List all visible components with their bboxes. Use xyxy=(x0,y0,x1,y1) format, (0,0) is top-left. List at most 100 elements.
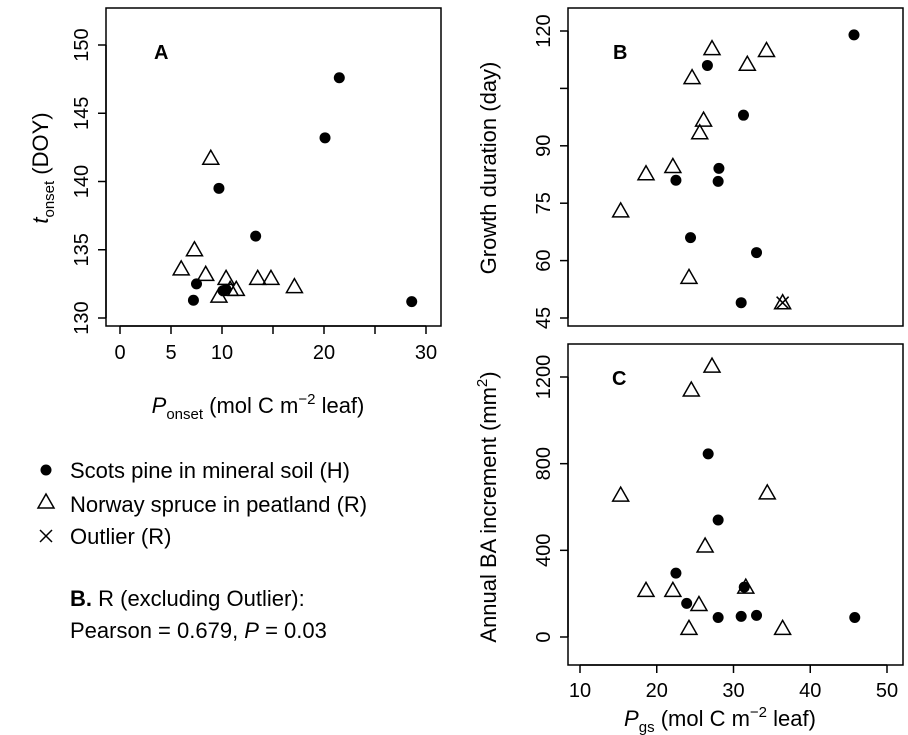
panel-a-point-open-triangle-3 xyxy=(201,148,221,166)
legend-symbol-open-triangle xyxy=(36,492,56,509)
panel-c-point-filled-circle-3 xyxy=(712,514,724,526)
panel-c-point-open-triangle-9 xyxy=(757,483,777,500)
panel-b-point-filled-circle-0 xyxy=(670,174,682,186)
panel-a-y-tick-label: 150 xyxy=(71,28,93,61)
panel-a-point-open-triangle-9 xyxy=(261,268,281,286)
panel-b-plot-area xyxy=(611,29,860,310)
panel-b-point-open-triangle-6 xyxy=(694,110,713,127)
panel-c-y-tick-label: 800 xyxy=(533,447,555,480)
panel-a-x-tick-label: 20 xyxy=(313,342,335,364)
panel-a-point-open-triangle-1 xyxy=(185,240,204,257)
panel-c-point-filled-circle-5 xyxy=(735,610,747,622)
panel-c-point-filled-circle-4 xyxy=(712,612,724,623)
panel-b-point-filled-circle-3 xyxy=(712,175,724,187)
panel-c-x-tick-label: 10 xyxy=(569,680,591,702)
panel-a-point-open-triangle-10 xyxy=(285,277,304,294)
panel-b-point-open-triangle-1 xyxy=(636,164,656,181)
panel-b-point-open-triangle-0 xyxy=(611,201,630,218)
panel-c-point-open-triangle-2 xyxy=(663,580,683,598)
panel-c-y-tick-label: 1200 xyxy=(533,355,555,400)
panel-a-point-open-triangle-8 xyxy=(248,268,267,286)
panel-c-point-open-triangle-10 xyxy=(773,618,792,636)
panel-a-point-filled-circle-7 xyxy=(333,72,345,84)
legend-symbol-filled-circle xyxy=(40,464,52,476)
panel-b-point-open-triangle-3 xyxy=(679,267,699,285)
panel-c-x-tick-label: 20 xyxy=(646,680,668,702)
panel-c-point-open-triangle-8 xyxy=(736,577,756,594)
panel-b-y-axis-title: Growth duration (day) xyxy=(476,62,501,275)
panel-a-point-open-triangle-0 xyxy=(171,259,191,276)
legend-label-scots-pine: Scots pine in mineral soil (H) xyxy=(70,458,350,483)
panel-c-point-filled-circle-2 xyxy=(702,448,714,460)
panel-a-point-filled-circle-1 xyxy=(191,278,202,290)
panel-a-point-filled-circle-8 xyxy=(406,296,418,308)
panel-c-point-open-triangle-1 xyxy=(636,580,656,598)
statistics-note: B. R (excluding Outlier): Pearson = 0.67… xyxy=(70,586,327,643)
panel-b-point-open-triangle-5 xyxy=(690,123,710,140)
panel-a-x-tick-label: 5 xyxy=(165,342,176,364)
panel-a-x-axis-title: Ponset (mol C m−2 leaf) xyxy=(152,391,365,423)
panel-a-y-tick-label: 135 xyxy=(71,233,93,266)
panel-b-point-open-triangle-4 xyxy=(682,68,702,85)
panel-a-point-filled-circle-5 xyxy=(250,230,262,242)
panel-a-point-open-triangle-7 xyxy=(226,279,246,297)
panel-a-x-tick-label: 30 xyxy=(415,342,437,364)
note-line-2: Pearson = 0.679, P = 0.03 xyxy=(70,618,327,643)
panel-b-y-tick-label: 45 xyxy=(533,307,555,329)
legend-label-norway-spruce: Norway spruce in peatland (R) xyxy=(70,492,367,517)
panel-b-point-filled-circle-8 xyxy=(848,29,860,41)
panel-b-point-filled-circle-6 xyxy=(737,109,749,121)
panel-b-point-open-triangle-8 xyxy=(738,54,757,72)
panel-a-x-tick-label: 0 xyxy=(114,342,125,364)
panel-c-y-tick-label: 400 xyxy=(533,534,555,567)
panel-b-point-filled-circle-2 xyxy=(701,59,713,71)
legend-symbol-cross xyxy=(39,529,53,543)
panel-b-y-tick-label: 120 xyxy=(533,14,555,47)
panel-a-plot-area xyxy=(171,72,418,308)
panel-b-point-filled-circle-4 xyxy=(713,162,725,174)
panel-b-y-tick-label: 75 xyxy=(533,192,555,214)
panel-b-label: B xyxy=(613,42,627,64)
panel-a-x-tick-label: 10 xyxy=(211,342,233,364)
panel-b-point-filled-circle-1 xyxy=(685,232,697,244)
panel-a-axes: 0 5 10 20 30 130 135 140 145 150 xyxy=(71,28,437,364)
panel-b-y-tick-label: 90 xyxy=(533,135,555,157)
panel-c-point-open-triangle-0 xyxy=(611,485,630,502)
panel-c-point-open-triangle-4 xyxy=(681,380,701,397)
panel-a-label: A xyxy=(154,42,168,64)
note-line-1: B. R (excluding Outlier): xyxy=(70,586,305,611)
panel-c-x-tick-label: 30 xyxy=(722,680,744,702)
panel-b-point-open-triangle-9 xyxy=(757,41,776,58)
panel-b-axes: 45 60 75 90 120 xyxy=(533,14,569,329)
panel-c-point-filled-circle-0 xyxy=(670,567,682,579)
panel-c-point-open-triangle-6 xyxy=(695,536,715,553)
panel-a-y-tick-label: 140 xyxy=(71,165,93,198)
panel-c-label: C xyxy=(612,368,626,390)
panel-a-point-filled-circle-2 xyxy=(213,182,225,194)
legend-label-outlier: Outlier (R) xyxy=(70,524,171,549)
panel-c-point-filled-circle-1 xyxy=(681,597,693,609)
panel-a-point-open-triangle-2 xyxy=(196,264,215,282)
panel-c-point-open-triangle-3 xyxy=(679,618,699,636)
panel-c-point-filled-circle-7 xyxy=(751,609,763,621)
panel-c-x-axis-title: Pgs (mol C m−2 leaf) xyxy=(624,704,816,735)
panel-a-point-open-triangle-5 xyxy=(216,268,236,286)
panel-a-point-filled-circle-0 xyxy=(187,294,199,306)
legend: Scots pine in mineral soil (H) Norway sp… xyxy=(36,458,367,549)
panel-c-point-open-triangle-5 xyxy=(689,594,709,612)
panel-c-point-open-triangle-7 xyxy=(702,356,722,373)
panel-c-y-tick-label: 0 xyxy=(533,631,555,642)
panel-c-point-filled-circle-6 xyxy=(738,581,750,593)
panel-c-x-tick-label: 40 xyxy=(799,680,821,702)
panel-c-axes: 10 20 30 40 50 0 400 800 1200 xyxy=(533,355,898,702)
panel-a-y-axis-title: tonset (DOY) xyxy=(28,112,58,223)
panel-b-y-tick-label: 60 xyxy=(533,249,555,271)
panel-b-point-filled-circle-5 xyxy=(735,297,747,309)
panel-c-x-tick-label: 50 xyxy=(876,680,898,702)
panel-b-point-open-triangle-7 xyxy=(702,39,722,56)
panel-b-point-open-triangle-2 xyxy=(663,156,683,174)
panel-c-y-axis-title: Annual BA increment (mm2) xyxy=(474,371,501,642)
panel-a-y-tick-label: 130 xyxy=(71,301,93,334)
panel-a-point-filled-circle-6 xyxy=(319,132,331,144)
